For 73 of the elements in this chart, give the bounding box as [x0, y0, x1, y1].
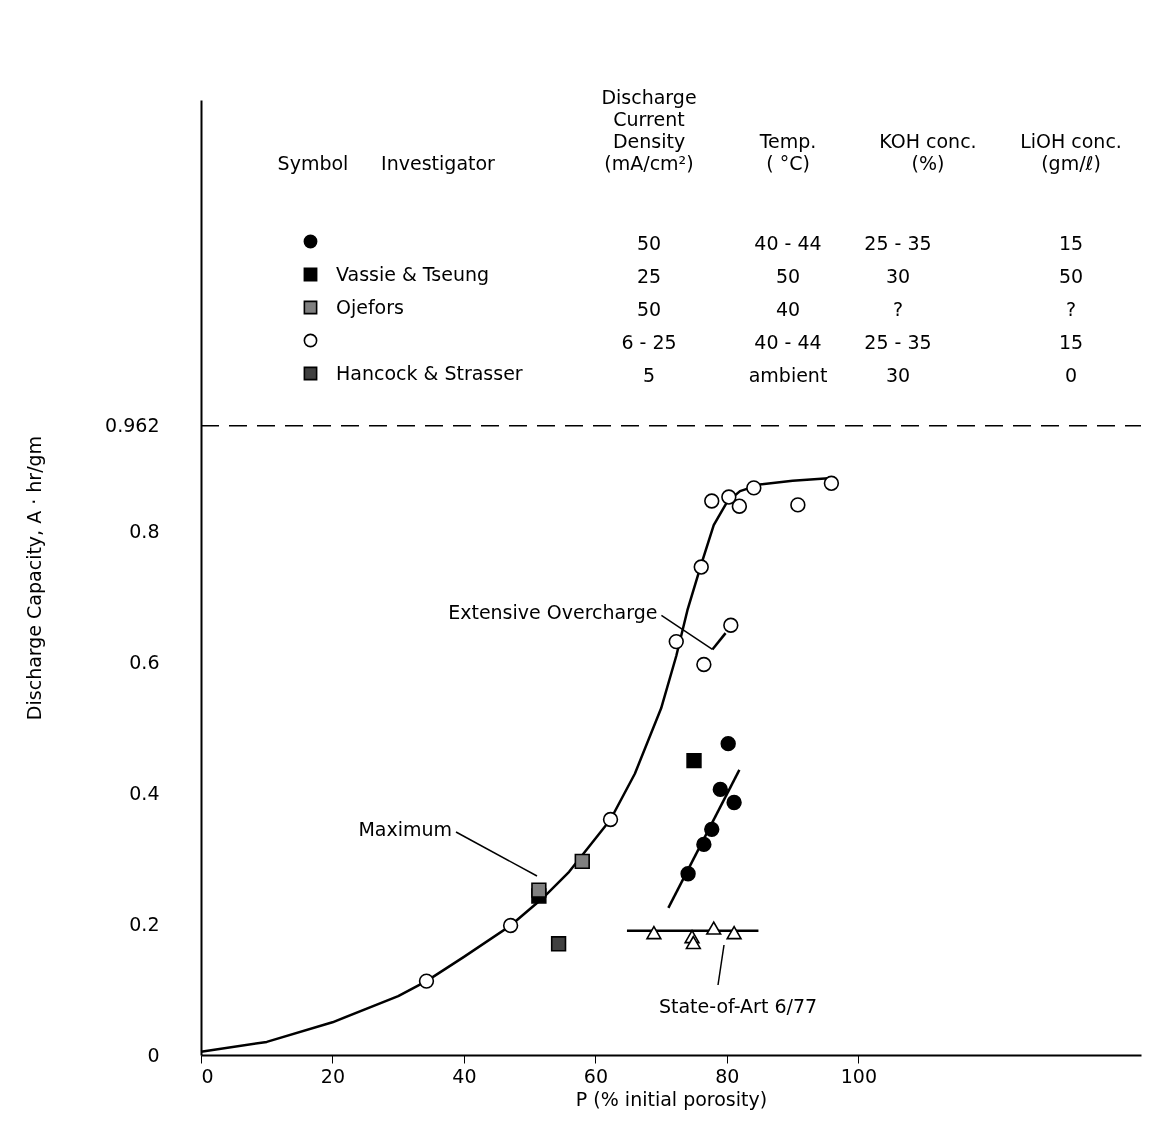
annotation: 5 — [642, 364, 656, 386]
y-tick-label: 0.8 — [129, 520, 160, 543]
annotation: 15 — [1058, 232, 1084, 254]
annotation: 50 — [775, 265, 801, 287]
point — [790, 497, 806, 513]
annotation: 30 — [885, 364, 911, 386]
annotation: 40 - 44 — [754, 331, 822, 353]
x-tick-label: 20 — [320, 1064, 346, 1087]
y-tick-label: 0.2 — [129, 912, 160, 935]
annotation: 25 — [636, 265, 662, 287]
x-tick-label: 60 — [583, 1064, 608, 1087]
annotation: LiOH conc. (gm/ℓ) — [1020, 130, 1122, 174]
y-tick-label: 0.6 — [129, 651, 160, 674]
annotation: ? — [892, 298, 904, 320]
annotation: ? — [1065, 298, 1077, 320]
annotation: 50 — [1058, 265, 1084, 287]
annotation: Investigator — [381, 152, 496, 174]
point — [696, 656, 712, 673]
point — [720, 735, 736, 752]
point — [602, 811, 619, 828]
annotation: 15 — [1058, 331, 1084, 353]
point — [685, 935, 702, 950]
y-tick-label: 0.4 — [129, 781, 160, 804]
annotation: ambient — [748, 364, 828, 386]
point — [646, 925, 662, 940]
annotation: Discharge Current Density (mA/cm²) — [601, 86, 697, 174]
point — [726, 794, 742, 811]
annotation: 40 - 44 — [754, 232, 822, 254]
y-axis-title: Discharge Capacity, A · hr/gm — [23, 435, 46, 721]
point — [696, 836, 712, 853]
point — [721, 489, 737, 505]
point — [693, 559, 709, 575]
annotation: Symbol — [277, 152, 349, 174]
x-tick-label: 80 — [715, 1064, 740, 1087]
annotation: 50 — [636, 232, 662, 254]
annotation: Maximum — [358, 818, 452, 840]
y-tick-label: 0 — [147, 1043, 160, 1066]
legend-label: Vassie & Tseung — [336, 262, 490, 285]
point — [823, 475, 840, 491]
point — [704, 493, 720, 509]
point — [731, 498, 748, 514]
point — [712, 781, 728, 798]
annotation: 25 - 35 — [864, 232, 932, 254]
y-tick-label: 0.962 — [105, 414, 160, 437]
point — [726, 925, 742, 940]
annotation: 40 — [775, 298, 801, 320]
annotation: 25 - 35 — [864, 331, 932, 353]
point — [531, 882, 547, 898]
annotation: Temp. ( °C) — [758, 130, 817, 174]
point — [418, 973, 435, 989]
point — [746, 480, 762, 496]
x-axis-title: P (% initial porosity) — [575, 1087, 768, 1110]
point — [686, 752, 702, 769]
point — [502, 917, 519, 934]
point — [706, 921, 722, 935]
x-tick-label: 0 — [201, 1064, 214, 1087]
annotation: State-of-Art 6/77 — [658, 995, 818, 1017]
point — [574, 853, 590, 870]
legend-label: Hancock & Strasser — [336, 361, 523, 384]
point — [723, 617, 739, 633]
annotation: 6 - 25 — [621, 331, 677, 353]
x-tick-label: 100 — [840, 1064, 877, 1087]
annotation: 50 — [636, 298, 662, 320]
annotation: 30 — [885, 265, 911, 287]
point — [668, 633, 684, 650]
point — [550, 936, 567, 952]
annotation: KOH conc. (%) — [879, 130, 977, 174]
point — [704, 821, 720, 838]
annotation: 0 — [1064, 364, 1078, 386]
legend-label: Ojefors — [336, 295, 404, 318]
annotation: Extensive Overcharge — [448, 601, 658, 624]
x-tick-label: 40 — [452, 1064, 477, 1087]
point — [680, 866, 696, 882]
